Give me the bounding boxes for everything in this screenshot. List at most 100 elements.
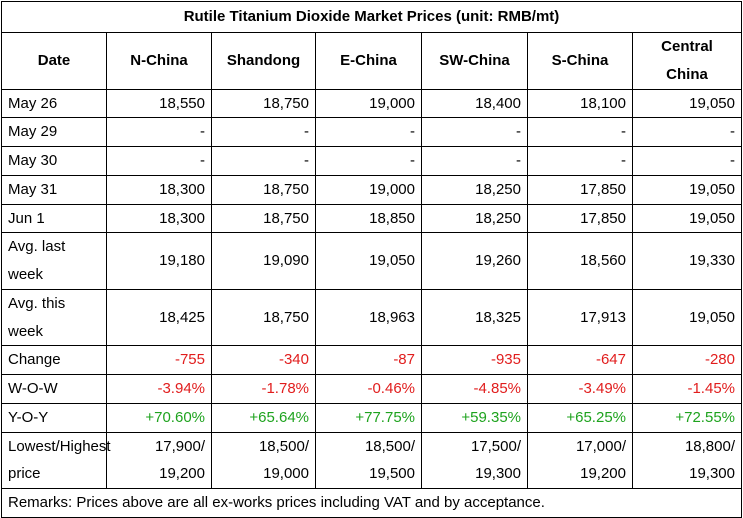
price-cell: 18,750	[211, 203, 316, 234]
price-cell: -	[106, 146, 212, 176]
price-cell: 18,425	[106, 288, 212, 347]
price-cell: 18,300	[106, 174, 212, 205]
header-row: Date N-China Shandong E-China SW-China S…	[1, 32, 742, 90]
row-label: Jun 1	[1, 203, 107, 234]
price-cell: 18,250	[421, 174, 528, 205]
row-label: Change	[1, 345, 107, 375]
price-cell: 19,050	[632, 288, 742, 347]
header-date: Date	[1, 32, 107, 90]
header-sw-china: SW-China	[421, 32, 528, 90]
header-n-china: N-China	[106, 32, 212, 90]
price-cell: 18,850	[315, 203, 422, 234]
header-s-china: S-China	[527, 32, 633, 90]
table-row: May 26 18,550 18,750 19,000 18,400 18,100 19,0…	[1, 88, 742, 119]
table-row: May 31 18,300 18,750 19,000 18,250 17,850 19,0…	[1, 174, 742, 205]
price-cell: -1.78%	[211, 374, 316, 404]
remarks-text: Remarks: Prices above are all ex-works p…	[1, 488, 742, 518]
header-shandong: Shandong	[211, 32, 316, 90]
price-cell: -	[632, 146, 742, 176]
price-cell: 18,500/ 19,000	[211, 431, 316, 489]
price-cell: -647	[527, 345, 633, 375]
price-cell: -	[421, 146, 528, 176]
table-row: May 30- - - - - -	[1, 146, 742, 176]
table-row: May 29- - - - - -	[1, 117, 742, 147]
price-cell: 17,850	[527, 174, 633, 205]
price-cell: +59.35%	[421, 402, 528, 433]
row-label: May 29	[1, 117, 107, 147]
row-label: Avg. last week	[1, 232, 107, 290]
price-cell: +65.25%	[527, 402, 633, 433]
price-cell: +72.55%	[632, 402, 742, 433]
price-cell: +65.64%	[211, 402, 316, 433]
price-cell: 18,800/ 19,300	[632, 431, 742, 489]
row-label: Y-O-Y	[1, 402, 107, 433]
price-cell: -755	[106, 345, 212, 375]
price-cell: -	[315, 117, 422, 147]
price-cell: 18,750	[211, 174, 316, 205]
price-cell: -	[211, 117, 316, 147]
table-title: Rutile Titanium Dioxide Market Prices (u…	[1, 1, 742, 33]
table-row: Y-O-Y +70.60% +65.64% +77.75% +59.35% +65.25%…	[1, 402, 742, 433]
price-cell: -3.49%	[527, 374, 633, 404]
price-cell: -	[211, 146, 316, 176]
price-cell: -4.85%	[421, 374, 528, 404]
price-cell: 18,963	[315, 288, 422, 347]
price-cell: 18,550	[106, 88, 212, 119]
price-cell: 19,090	[211, 232, 316, 290]
price-cell: -	[421, 117, 528, 147]
price-cell: 18,300	[106, 203, 212, 234]
table-row: Avg. last week 19,180 19,090 19,050 19,260 18…	[1, 232, 742, 290]
price-cell: -1.45%	[632, 374, 742, 404]
table-row: Jun 1 18,300 18,750 18,850 18,250 17,850 19,05…	[1, 203, 742, 234]
price-cell: +77.75%	[315, 402, 422, 433]
row-label: Lowest/Highest price	[1, 431, 111, 489]
price-cell: 18,500/ 19,500	[315, 431, 422, 489]
price-cell: -	[632, 117, 742, 147]
price-cell: -87	[315, 345, 422, 375]
price-cell: 18,560	[527, 232, 633, 290]
price-cell: 18,325	[421, 288, 528, 347]
price-cell: 17,000/ 19,200	[527, 431, 633, 489]
price-cell: -280	[632, 345, 742, 375]
price-cell: 18,400	[421, 88, 528, 119]
row-label: W-O-W	[1, 374, 107, 404]
price-cell: 18,750	[211, 88, 316, 119]
price-cell: -3.94%	[106, 374, 212, 404]
row-label: Avg. this week	[1, 288, 107, 347]
table-row: Change -755 -340 -87 -935 -647 -280	[1, 345, 742, 375]
price-cell: -	[527, 117, 633, 147]
price-cell: -935	[421, 345, 528, 375]
price-cell: -	[106, 117, 212, 147]
price-cell: -	[527, 146, 633, 176]
price-cell: 19,050	[632, 174, 742, 205]
price-cell: -0.46%	[315, 374, 422, 404]
row-label: May 30	[1, 146, 107, 176]
header-e-china: E-China	[315, 32, 422, 90]
price-cell: 19,050	[315, 232, 422, 290]
price-cell: 17,913	[527, 288, 633, 347]
price-cell: 18,250	[421, 203, 528, 234]
table-row: W-O-W -3.94% -1.78% -0.46% -4.85% -3.49% -1.45…	[1, 374, 742, 404]
price-cell: 17,850	[527, 203, 633, 234]
header-central-china: Central China	[632, 32, 742, 90]
row-label: May 31	[1, 174, 107, 205]
row-label: May 26	[1, 88, 107, 119]
price-cell: 17,500/ 19,300	[421, 431, 528, 489]
price-cell: 18,750	[211, 288, 316, 347]
price-cell: 19,000	[315, 88, 422, 119]
price-cell: 19,050	[632, 203, 742, 234]
price-cell: -	[315, 146, 422, 176]
price-cell: +70.60%	[106, 402, 212, 433]
remarks-row: Remarks: Prices above are all ex-works p…	[1, 488, 742, 518]
price-cell: 19,050	[632, 88, 742, 119]
price-cell: 18,100	[527, 88, 633, 119]
price-cell: -340	[211, 345, 316, 375]
price-cell: 19,260	[421, 232, 528, 290]
table-row: Avg. this week 18,425 18,750 18,963 18,325 17…	[1, 288, 742, 347]
table-row: Lowest/Highest price 17,900/ 19,200 18,500…	[1, 431, 742, 489]
price-cell: 19,180	[106, 232, 212, 290]
price-cell: 17,900/ 19,200	[106, 431, 212, 489]
price-cell: 19,000	[315, 174, 422, 205]
price-cell: 19,330	[632, 232, 742, 290]
